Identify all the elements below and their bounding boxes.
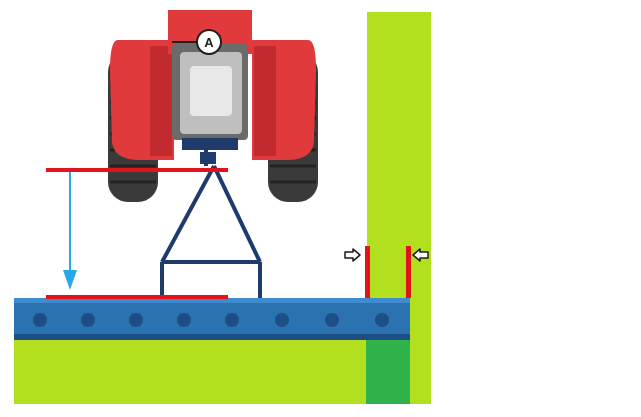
hitch-frame bbox=[160, 150, 262, 298]
tractor: A bbox=[108, 10, 318, 202]
tractor-rear-platform bbox=[182, 138, 238, 150]
nozzle bbox=[225, 313, 239, 327]
boom-shadow bbox=[14, 334, 410, 340]
nozzle bbox=[33, 313, 47, 327]
hitch-connector bbox=[200, 152, 216, 164]
nozzle bbox=[375, 313, 389, 327]
left-pointing-arrow-icon bbox=[412, 248, 429, 262]
right-fender-shade bbox=[254, 46, 276, 156]
track-marker-left bbox=[365, 246, 370, 298]
nozzle bbox=[275, 313, 289, 327]
nozzle bbox=[129, 313, 143, 327]
right-pointing-arrow-icon bbox=[344, 248, 361, 262]
track-marker-right bbox=[406, 246, 411, 298]
spray-boom bbox=[14, 298, 410, 340]
boom-highlight bbox=[14, 298, 410, 303]
nozzle bbox=[325, 313, 339, 327]
tractor-label-a: A bbox=[204, 35, 214, 50]
label-a-circle bbox=[196, 29, 222, 55]
cab-window bbox=[190, 66, 232, 116]
nozzle bbox=[81, 313, 95, 327]
nozzle bbox=[177, 313, 191, 327]
tire-track bbox=[366, 338, 410, 404]
boom-bar bbox=[14, 298, 410, 340]
down-arrow-icon bbox=[63, 172, 77, 290]
left-fender-shade bbox=[150, 46, 172, 156]
boom-nozzles bbox=[33, 313, 389, 327]
field-ground bbox=[14, 338, 431, 404]
